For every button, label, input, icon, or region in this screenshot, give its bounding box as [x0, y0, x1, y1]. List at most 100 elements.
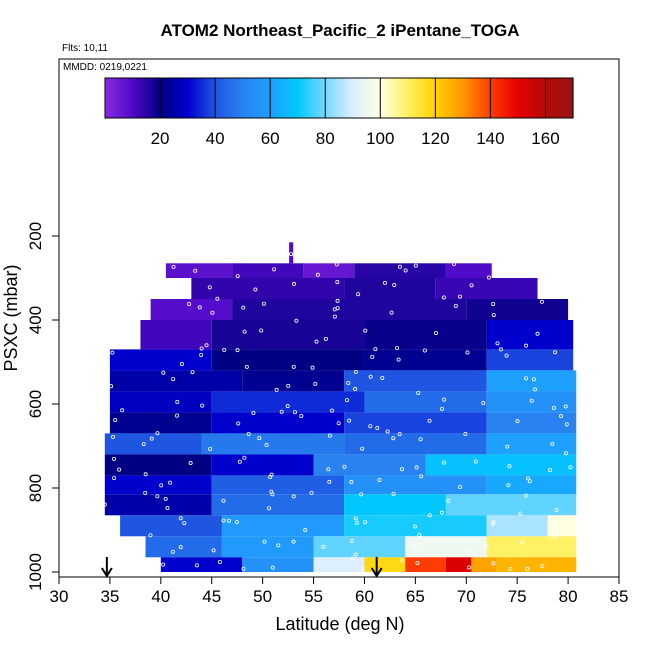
- sample-point: [226, 518, 231, 523]
- colorbar-swatch: [308, 78, 313, 118]
- sample-point: [299, 413, 304, 418]
- sample-point: [217, 560, 222, 565]
- heatmap-cell: [221, 515, 345, 537]
- sample-point: [363, 328, 368, 333]
- sample-point: [520, 540, 525, 545]
- heatmap-cell: [496, 557, 577, 572]
- sample-point: [382, 280, 387, 285]
- colorbar-tick-label: 60: [261, 129, 280, 148]
- heatmap-cell: [211, 349, 365, 371]
- colorbar-swatch: [281, 78, 285, 118]
- y-tick-label: 600: [26, 390, 45, 418]
- sample-point: [188, 461, 193, 466]
- heatmap-cell: [405, 557, 446, 572]
- plot-frame: [58, 58, 620, 578]
- colorbar-swatch: [242, 78, 246, 118]
- heatmap-cell: [364, 349, 487, 371]
- colorbar-swatch: [369, 78, 373, 118]
- heatmap-cell: [486, 349, 574, 371]
- y-tick-label: 400: [26, 306, 45, 334]
- sample-point: [397, 432, 402, 437]
- x-tick-label: 35: [100, 587, 119, 606]
- heatmap-cell: [313, 454, 426, 476]
- colorbar-swatch: [396, 78, 401, 118]
- heatmap-cell: [221, 536, 314, 558]
- sample-point: [466, 548, 471, 553]
- colorbar-swatch: [531, 78, 536, 118]
- sample-point: [458, 485, 463, 490]
- colorbar-swatch: [487, 78, 492, 118]
- sample-point: [434, 330, 439, 335]
- sample-point: [242, 329, 247, 334]
- sample-point: [327, 479, 332, 484]
- sample-point: [159, 483, 164, 488]
- sample-point: [417, 533, 422, 538]
- sample-point: [211, 548, 216, 553]
- sample-point: [353, 516, 358, 521]
- sample-point: [141, 442, 146, 447]
- colorbar-swatch: [495, 78, 500, 118]
- colorbar-swatch: [264, 78, 269, 118]
- sample-point: [360, 446, 365, 451]
- sample-point: [377, 478, 382, 483]
- heatmap-cell: [466, 299, 569, 320]
- sample-point: [347, 418, 352, 423]
- sample-point: [441, 295, 446, 300]
- x-tick-label: 30: [50, 587, 69, 606]
- colorbar-swatch: [352, 78, 357, 118]
- colorbar-swatch: [542, 78, 547, 118]
- sample-point: [321, 544, 326, 549]
- heatmap-cell: [471, 557, 497, 572]
- colorbar-swatch: [479, 78, 483, 118]
- colorbar-swatch: [484, 78, 489, 118]
- x-tick-label: 75: [508, 587, 527, 606]
- colorbar-swatch: [201, 78, 205, 118]
- colorbar-swatch: [311, 78, 315, 118]
- sample-point: [171, 377, 176, 382]
- sample-point: [313, 381, 318, 386]
- colorbar-swatch: [160, 78, 164, 118]
- sample-point: [303, 528, 308, 533]
- colorbar-swatch: [561, 78, 566, 118]
- sample-point: [504, 353, 509, 358]
- colorbar-swatch: [206, 78, 211, 118]
- y-axis-ticks: 200 400 600 800 1000: [26, 222, 59, 591]
- sample-point: [524, 376, 529, 381]
- sample-point: [416, 390, 421, 395]
- sample-point: [291, 364, 296, 369]
- sample-point: [453, 303, 458, 308]
- colorbar-swatch: [154, 78, 158, 118]
- colorbar-swatch: [204, 78, 208, 118]
- colorbar-tick-label: 160: [531, 129, 559, 148]
- sample-point: [270, 492, 275, 497]
- sample-point: [486, 275, 491, 280]
- sample-point: [204, 343, 209, 348]
- heatmap-cell: [344, 494, 446, 516]
- sample-point: [161, 562, 166, 567]
- sample-point: [291, 281, 296, 286]
- colorbar-swatch: [187, 78, 191, 118]
- sample-point: [294, 318, 299, 323]
- colorbar-swatch: [515, 78, 519, 118]
- heatmap-cell: [109, 349, 212, 371]
- heatmap-cell: [109, 370, 243, 392]
- heatmap-cell: [486, 515, 548, 537]
- heatmap-cell: [145, 536, 222, 558]
- sample-point: [194, 563, 199, 568]
- colorbar-swatch: [539, 78, 544, 118]
- heatmap-cell: [344, 370, 487, 392]
- sample-point: [235, 274, 240, 279]
- colorbar-swatch: [429, 78, 434, 118]
- colorbar-swatch: [341, 78, 346, 118]
- sample-point: [270, 565, 275, 570]
- sample-point: [197, 305, 202, 310]
- heatmap-cell: [242, 370, 345, 392]
- sample-point: [396, 357, 401, 362]
- sample-point: [535, 331, 540, 336]
- flight-arrow: [370, 557, 383, 578]
- sample-point: [427, 418, 432, 423]
- colorbar-swatch: [322, 78, 326, 118]
- sample-point: [110, 350, 115, 355]
- x-axis-label: Latitude (deg N): [275, 614, 404, 634]
